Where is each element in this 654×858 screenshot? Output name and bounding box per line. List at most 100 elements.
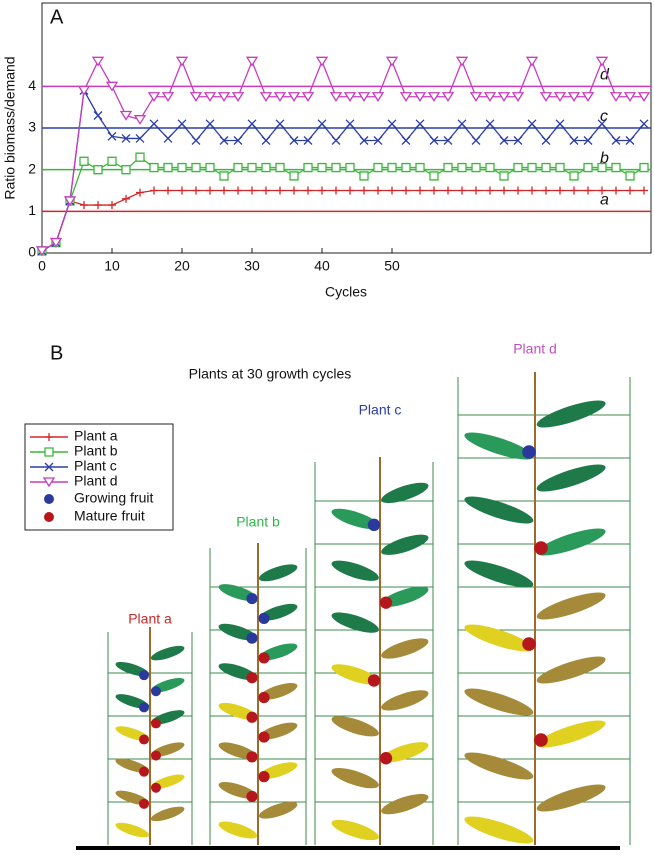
marker — [402, 186, 410, 195]
fruit — [139, 670, 149, 681]
marker — [163, 133, 173, 143]
marker — [122, 194, 130, 203]
marker — [318, 186, 326, 195]
marker — [161, 92, 175, 102]
fruit — [367, 674, 381, 687]
marker — [570, 186, 578, 195]
leaf — [331, 560, 379, 581]
marker — [499, 171, 509, 181]
marker — [163, 162, 173, 173]
marker — [371, 92, 385, 102]
marker — [177, 119, 187, 129]
marker — [289, 136, 299, 145]
marker — [231, 92, 245, 102]
marker — [443, 136, 453, 145]
marker — [553, 92, 567, 102]
marker — [345, 162, 355, 173]
fruit — [246, 711, 258, 723]
y-tick-label: 1 — [28, 202, 36, 218]
marker — [317, 162, 327, 173]
y-tick-label: 2 — [28, 160, 36, 176]
marker — [289, 171, 299, 181]
marker — [233, 136, 243, 145]
marker — [329, 92, 343, 102]
plant-label: Plant a — [128, 611, 172, 627]
marker — [121, 133, 131, 143]
marker — [107, 156, 117, 166]
fruit — [151, 750, 161, 761]
marker — [527, 162, 537, 173]
marker — [514, 186, 522, 195]
leaf — [258, 801, 298, 819]
fruit — [534, 733, 548, 747]
fruit — [522, 445, 536, 459]
marker — [149, 162, 159, 173]
y-tick-label: 3 — [28, 119, 36, 135]
marker — [345, 119, 355, 129]
marker — [303, 162, 313, 173]
leaf — [150, 806, 185, 822]
marker — [483, 92, 497, 102]
fruit — [139, 734, 149, 745]
marker — [147, 92, 161, 102]
marker — [290, 186, 298, 195]
marker — [511, 92, 525, 102]
marker — [331, 136, 341, 145]
fruit — [258, 612, 270, 624]
marker — [472, 186, 480, 195]
leaf — [331, 819, 379, 841]
marker — [457, 162, 467, 173]
marker — [247, 162, 257, 173]
marker — [471, 136, 481, 145]
marker — [315, 56, 329, 67]
leaf — [536, 592, 606, 620]
marker — [373, 136, 383, 145]
marker — [427, 92, 441, 102]
marker — [94, 201, 102, 210]
marker — [93, 111, 103, 120]
marker — [220, 186, 228, 195]
fruit — [246, 592, 258, 605]
plant-label: Plant c — [359, 402, 402, 418]
leaf — [536, 656, 606, 684]
marker — [485, 119, 495, 129]
x-tick-label: 30 — [244, 258, 260, 274]
marker — [499, 136, 509, 145]
fruit — [246, 672, 258, 684]
marker — [359, 136, 369, 145]
leaf — [381, 534, 429, 555]
marker — [275, 119, 285, 129]
marker — [429, 136, 439, 145]
marker — [233, 162, 243, 173]
x-tick-label: 20 — [174, 258, 190, 274]
marker — [44, 462, 54, 472]
x-tick-label: 10 — [104, 258, 120, 274]
marker — [497, 92, 511, 102]
marker — [401, 136, 411, 145]
marker — [416, 186, 424, 195]
marker — [45, 433, 53, 441]
legend-label: Plant a — [74, 428, 118, 444]
fruit — [151, 718, 161, 729]
fruit — [246, 632, 258, 644]
fruit — [139, 766, 149, 777]
marker — [429, 171, 439, 181]
marker — [612, 186, 620, 195]
marker — [581, 92, 595, 102]
marker — [245, 56, 259, 67]
marker — [248, 186, 256, 195]
reference-label: c — [600, 108, 608, 125]
marker — [611, 162, 621, 173]
x-axis-label: Cycles — [325, 284, 367, 300]
marker — [44, 447, 54, 457]
marker — [387, 119, 397, 129]
leaf — [381, 638, 429, 659]
marker — [150, 186, 158, 195]
marker — [598, 186, 606, 195]
marker — [77, 85, 91, 96]
fruit — [258, 731, 270, 743]
fruit — [139, 798, 149, 809]
marker — [247, 119, 257, 129]
fruit — [522, 637, 536, 651]
marker — [149, 119, 159, 129]
